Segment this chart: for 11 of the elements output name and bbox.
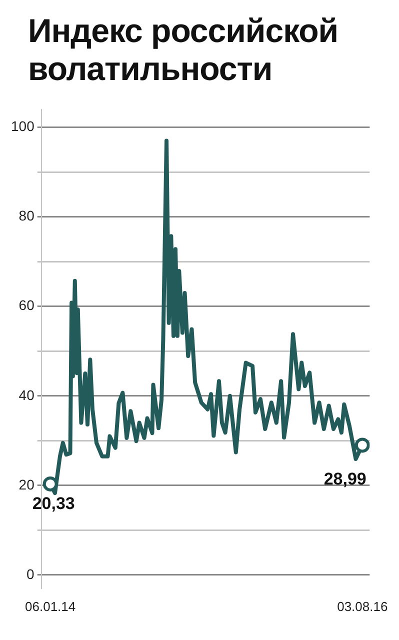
y-tick-label: 0 <box>26 566 35 582</box>
y-tick-label: 60 <box>18 297 35 314</box>
y-tick-label: 80 <box>18 208 35 224</box>
x-tick-label: 06.01.14 <box>25 598 76 614</box>
y-tick-label: 20 <box>18 476 35 492</box>
annotation: 20,33 <box>32 494 75 514</box>
x-tick-label: 03.08.16 <box>337 598 388 614</box>
chart-title: Индекс российской волатильности <box>27 11 340 89</box>
y-tick-label: 40 <box>18 386 35 403</box>
y-tick-label: 100 <box>11 118 35 134</box>
annotation: 28,99 <box>324 469 366 488</box>
